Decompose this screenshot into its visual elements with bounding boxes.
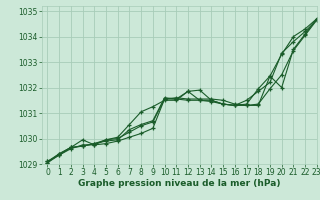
X-axis label: Graphe pression niveau de la mer (hPa): Graphe pression niveau de la mer (hPa)	[78, 179, 280, 188]
